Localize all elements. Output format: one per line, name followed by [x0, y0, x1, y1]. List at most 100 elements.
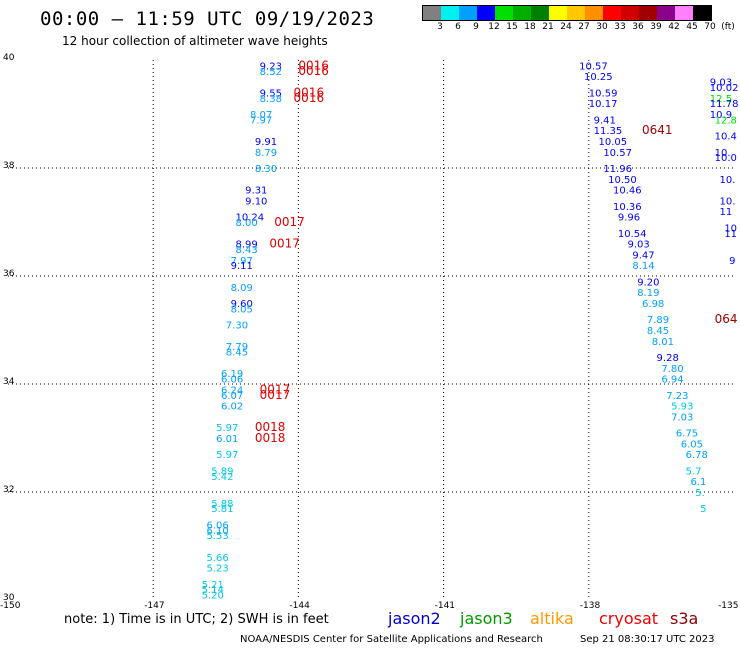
- observation-time-label: 0018: [255, 420, 286, 434]
- color-scale-label: 30: [596, 22, 608, 32]
- wave-height-value: 5.53: [206, 531, 228, 542]
- satellite-jason3: jason3: [460, 609, 513, 628]
- wave-height-value: 8.07: [250, 110, 272, 121]
- wave-height-value: 9.28: [657, 353, 679, 364]
- wave-height-value: 6.98: [642, 299, 664, 310]
- wave-height-value: 7.03: [671, 412, 693, 423]
- color-swatch: [549, 6, 567, 20]
- wave-height-value: 11.96: [603, 164, 632, 175]
- wave-height-value: 9.47: [632, 250, 654, 261]
- wave-height-value: 10.4: [715, 132, 737, 143]
- wave-height-value: 5.23: [206, 564, 228, 575]
- color-scale-label: 15: [506, 22, 518, 32]
- wave-height-value: 10: [724, 223, 737, 234]
- wave-height-value: 5: [700, 504, 706, 515]
- observation-time-label: 0016: [294, 91, 325, 105]
- longitude-label: -147: [144, 601, 165, 611]
- color-swatch: [603, 6, 621, 20]
- color-scale-label: 21: [542, 22, 554, 32]
- wave-height-value: 9.23: [260, 61, 282, 72]
- wave-height-value: 10.54: [618, 229, 647, 240]
- wave-height-value: 5.97: [216, 423, 238, 434]
- observation-time-label: 0017: [269, 237, 300, 251]
- observation-time-label: 064: [715, 312, 738, 326]
- wave-height-value: 10.0: [715, 153, 737, 164]
- wave-height-value: 10.05: [598, 137, 627, 148]
- wave-height-value: 9.11: [231, 261, 253, 272]
- wave-height-value: 6.02: [221, 402, 243, 413]
- wave-height-value: 8.00: [235, 218, 257, 229]
- wave-height-value: 10.17: [589, 99, 618, 110]
- footer-note: note: 1) Time is in UTC; 2) SWH is in fe…: [64, 612, 329, 627]
- wave-height-value: 8.30: [255, 164, 277, 175]
- color-scale-label: 3: [437, 22, 443, 32]
- color-scale-label: 24: [560, 22, 572, 32]
- color-scale-label: 39: [650, 22, 662, 32]
- latitude-label: 34: [3, 377, 15, 387]
- wave-height-value: 9.31: [245, 186, 267, 197]
- color-swatch: [477, 6, 495, 20]
- wave-height-value: 5.14: [202, 585, 224, 596]
- observation-time-label: 0017: [260, 388, 291, 402]
- wave-height-value: 11: [724, 229, 737, 240]
- color-scale-label: 6: [455, 22, 461, 32]
- color-scale-label: 27: [578, 22, 590, 32]
- observation-time-label: 0017: [274, 215, 305, 229]
- wave-height-value: 10.59: [589, 88, 618, 99]
- wave-height-value: 5.66: [206, 553, 228, 564]
- color-swatch: [531, 6, 549, 20]
- wave-height-value: 7.80: [661, 364, 683, 375]
- page-title: 00:00 – 11:59 UTC 09/19/2023: [40, 8, 375, 30]
- latitude-label: 36: [3, 269, 15, 279]
- wave-height-value: 8.05: [231, 304, 253, 315]
- wave-height-value: 8.99: [235, 240, 257, 251]
- wave-height-value: 6.06: [206, 520, 228, 531]
- wave-height-value: 9.10: [245, 196, 267, 207]
- color-swatch: [459, 6, 477, 20]
- wave-height-value: 6.07: [221, 391, 243, 402]
- wave-height-value: 6.01: [216, 434, 238, 445]
- color-scale-label: 70: [704, 22, 716, 32]
- observation-time-label: 0017: [260, 382, 291, 396]
- wave-height-value: 8.45: [226, 348, 248, 359]
- color-scale-label: 42: [668, 22, 680, 32]
- color-scale-label: (ft): [721, 22, 735, 32]
- wave-height-value: 5.21: [202, 580, 224, 591]
- wave-height-value: 5.42: [211, 472, 233, 483]
- wave-height-value: 9.96: [618, 213, 640, 224]
- wave-height-value: 6.10: [206, 526, 228, 537]
- color-swatch: [675, 6, 693, 20]
- wave-height-value: 5.89: [211, 466, 233, 477]
- wave-height-value: 8.14: [632, 261, 654, 272]
- wave-height-value: 8.19: [637, 288, 659, 299]
- color-scale-label: 12: [488, 22, 500, 32]
- wave-height-value: 8.38: [260, 94, 282, 105]
- wave-height-value: 7.79: [226, 342, 248, 353]
- wave-height-value: 9.03: [628, 240, 650, 251]
- wave-height-value: 7.89: [647, 315, 669, 326]
- wave-height-value: 6.75: [676, 429, 698, 440]
- latitude-label: 40: [3, 53, 15, 63]
- color-scale-bar: [422, 5, 712, 21]
- color-scale-label: 33: [614, 22, 626, 32]
- longitude-label: -135: [718, 601, 739, 611]
- wave-height-value: 10.02: [710, 83, 739, 94]
- color-swatch: [513, 6, 531, 20]
- satellite-s3a: s3a: [670, 609, 699, 628]
- wave-height-value: 10.9: [710, 110, 732, 121]
- satellite-jason2: jason2: [388, 609, 441, 628]
- color-swatch: [621, 6, 639, 20]
- wave-height-value: 8.43: [235, 245, 257, 256]
- wave-height-value: 9.03: [710, 78, 732, 89]
- wave-height-value: 9.41: [594, 115, 616, 126]
- color-scale-label: 45: [686, 22, 698, 32]
- wave-height-value: 7.97: [250, 115, 272, 126]
- wave-height-value: 7.30: [226, 321, 248, 332]
- generated-timestamp: Sep 21 08:30:17 UTC 2023: [580, 634, 715, 645]
- wave-height-value: 10.50: [608, 175, 637, 186]
- wave-height-value: 6.24: [221, 385, 243, 396]
- color-swatch: [657, 6, 675, 20]
- wave-height-value: 11: [719, 207, 732, 218]
- wave-height-value: 11.35: [594, 126, 623, 137]
- wave-height-value: 5.20: [202, 591, 224, 602]
